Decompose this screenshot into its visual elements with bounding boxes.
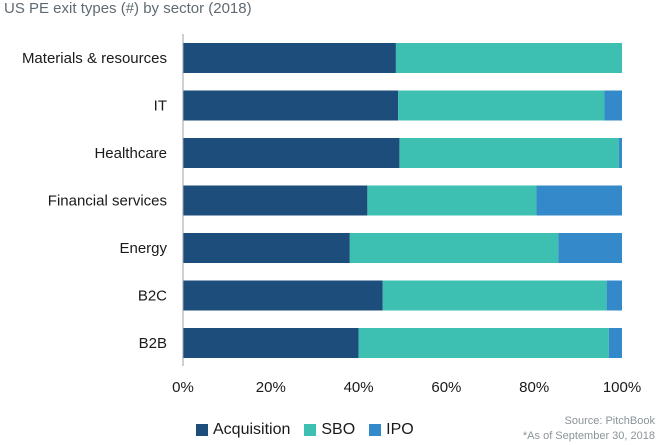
category-label-it: IT xyxy=(154,98,167,115)
bar-healthcare-acquisition xyxy=(183,138,400,168)
bar-it-acquisition xyxy=(183,90,399,121)
footnote-text: *As of September 30, 2018 xyxy=(522,430,655,442)
bar-energy-acquisition xyxy=(183,233,350,263)
legend-item-acquisition: Acquisition xyxy=(196,421,290,439)
bar-energy-sbo xyxy=(349,233,559,263)
legend: Acquisition SBO IPO xyxy=(196,421,428,439)
legend-label-acquisition: Acquisition xyxy=(213,421,291,438)
category-label-energy: Energy xyxy=(119,240,167,257)
bar-b2b-acquisition xyxy=(183,328,359,358)
bar-financial-services-sbo xyxy=(367,185,537,216)
source-text: Source: PitchBook xyxy=(564,415,656,427)
legend-label-ipo: IPO xyxy=(386,421,414,438)
bar-b2c-acquisition xyxy=(183,280,383,311)
category-label-financial-services: Financial services xyxy=(48,193,167,210)
legend-item-ipo: IPO xyxy=(369,421,414,439)
legend-swatch-ipo xyxy=(369,424,382,436)
bar-financial-services-ipo xyxy=(536,185,622,216)
bar-b2b-ipo xyxy=(608,328,622,358)
x-tick-label-4: 80% xyxy=(519,379,549,396)
category-label-materials-and-resources: Materials & resources xyxy=(22,50,167,67)
category-label-b2b: B2B xyxy=(139,335,167,352)
source-note: Source: PitchBook *As of September 30, 2… xyxy=(523,414,655,444)
bar-it-ipo xyxy=(604,90,622,121)
bar-it-sbo xyxy=(398,90,605,121)
bar-financial-services-acquisition xyxy=(183,185,368,216)
bar-healthcare-ipo xyxy=(618,138,622,168)
legend-swatch-acquisition xyxy=(196,424,208,436)
bar-b2c-ipo xyxy=(606,280,622,311)
chart-title: US PE exit types (#) by sector (2018) xyxy=(4,0,252,17)
legend-swatch-sbo xyxy=(304,424,317,436)
bar-materials-and-resources-acquisition xyxy=(183,43,396,73)
bar-energy-ipo xyxy=(558,233,622,263)
bar-b2c-sbo xyxy=(382,280,607,311)
bar-b2b-sbo xyxy=(358,328,609,358)
x-tick-label-1: 20% xyxy=(256,379,286,396)
bar-healthcare-sbo xyxy=(399,138,619,168)
category-label-b2c: B2C xyxy=(138,288,167,305)
x-tick-label-2: 40% xyxy=(344,379,374,396)
legend-item-sbo: SBO xyxy=(304,421,355,439)
x-tick-label-5: 100% xyxy=(603,379,641,396)
category-label-healthcare: Healthcare xyxy=(94,145,167,162)
legend-label-sbo: SBO xyxy=(321,421,356,438)
x-tick-label-3: 60% xyxy=(431,379,461,396)
x-tick-label-0: 0% xyxy=(172,379,194,396)
bar-materials-and-resources-sbo xyxy=(395,43,622,73)
